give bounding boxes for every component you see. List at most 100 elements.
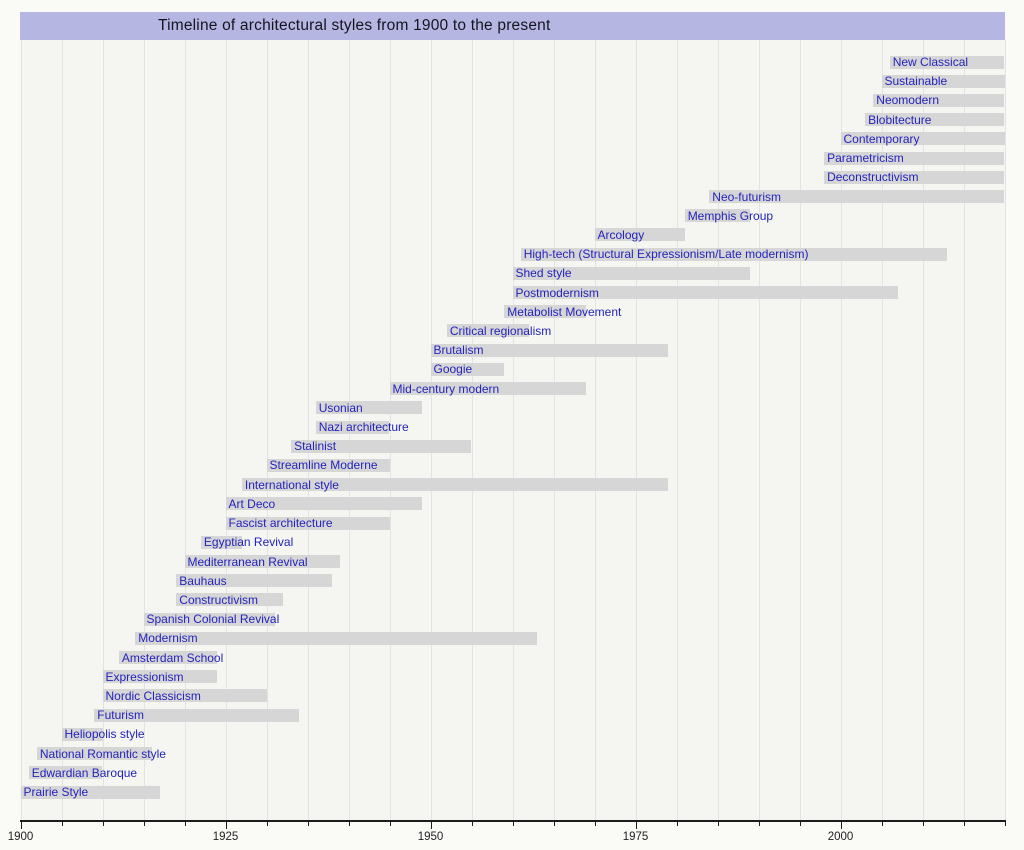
axis-tick: [922, 822, 924, 826]
timeline-bar-label[interactable]: Amsterdam School: [121, 650, 224, 665]
timeline-bar: [520, 247, 948, 261]
timeline-bar: [28, 766, 103, 780]
timeline-bar: [430, 343, 669, 357]
timeline-bar-label[interactable]: Usonian: [318, 400, 363, 415]
timeline-bar-label[interactable]: Nordic Classicism: [105, 688, 201, 703]
timeline-bar: [430, 362, 505, 376]
timeline-bar-label[interactable]: International style: [244, 477, 339, 492]
timeline-bar-label[interactable]: Expressionism: [105, 669, 184, 684]
axis-tick: [963, 822, 965, 826]
axis-tick: [1004, 822, 1006, 826]
timeline-bar-label[interactable]: Mediterranean Revival: [187, 554, 308, 569]
timeline-bar-label[interactable]: Critical regionalism: [449, 323, 552, 338]
axis-tick: [471, 822, 473, 826]
axis-tick: [184, 822, 186, 826]
axis-tick: [307, 822, 309, 826]
gridline: [225, 40, 227, 821]
timeline-bar-label[interactable]: Art Deco: [228, 496, 276, 511]
timeline-bar-label[interactable]: New Classical: [892, 55, 969, 69]
gridline: [61, 40, 63, 821]
axis-tick: [758, 822, 760, 826]
timeline-bar: [709, 190, 1005, 203]
axis-tick: [594, 822, 596, 826]
timeline-bar: [61, 727, 103, 741]
gridline: [840, 40, 842, 821]
timeline-bar: [446, 324, 529, 338]
timeline-bar: [176, 593, 283, 607]
timeline-bar-label[interactable]: Prairie Style: [23, 785, 89, 799]
timeline-bar-label[interactable]: Blobitecture: [868, 112, 932, 127]
timeline-bar-label[interactable]: Mid-century modern: [392, 381, 500, 396]
timeline-bar-label[interactable]: Memphis Group: [687, 208, 774, 223]
gridline: [676, 40, 678, 821]
gridline: [553, 40, 555, 821]
gridline: [512, 40, 514, 821]
timeline-bar: [225, 516, 390, 530]
timeline-bar-label[interactable]: Spanish Colonial Revival: [146, 612, 280, 627]
timeline-bar-label[interactable]: Futurism: [97, 708, 144, 723]
gridline: [20, 40, 22, 821]
timeline-bar: [873, 93, 1005, 107]
gridline: [430, 40, 432, 821]
timeline-bar-label[interactable]: Parametricism: [827, 151, 904, 166]
timeline-bar-label[interactable]: Shed style: [515, 266, 572, 281]
timeline-bar-label[interactable]: Postmodernism: [515, 285, 599, 300]
axis-tick: [840, 822, 842, 829]
timeline-bar: [266, 458, 390, 472]
timeline-bar-label[interactable]: Fascist architecture: [228, 516, 333, 530]
timeline-bar: [102, 689, 267, 703]
axis-tick-label: 1925: [212, 831, 239, 843]
timeline-bar-label[interactable]: National Romantic style: [39, 746, 166, 761]
timeline-bar: [291, 439, 472, 453]
axis-tick: [635, 822, 637, 829]
gridline: [266, 40, 268, 821]
timeline-bar-label[interactable]: Sustainable: [884, 74, 948, 89]
timeline-bar-label[interactable]: Modernism: [138, 631, 198, 646]
gridline: [184, 40, 186, 821]
gridline: [963, 40, 965, 821]
timeline-bar: [824, 170, 1005, 184]
gridline: [635, 40, 637, 821]
timeline-bar-label[interactable]: Neomodern: [876, 93, 939, 108]
timeline-bar-label[interactable]: Nazi architecture: [318, 420, 409, 434]
axis-tick: [799, 822, 801, 826]
timeline-bar-label[interactable]: Edwardian Baroque: [31, 765, 138, 780]
timeline-bar-label[interactable]: Arcology: [597, 227, 645, 242]
timeline-bar-label[interactable]: Egyptian Revival: [203, 535, 294, 550]
timeline-bar-label[interactable]: Contemporary: [843, 131, 920, 146]
axis-tick: [20, 822, 22, 829]
timeline-bar: [241, 478, 669, 492]
timeline-bar-label[interactable]: Streamline Moderne: [269, 458, 378, 473]
chart-title-bar: Timeline of architectural styles from 19…: [20, 12, 1005, 40]
timeline-bar-label[interactable]: High-tech (Structural Expressionism/Late…: [523, 247, 809, 262]
timeline-bar-label[interactable]: Metabolist Movement: [507, 304, 622, 319]
timeline-bar-label[interactable]: Bauhaus: [179, 573, 227, 588]
axis-tick-label: 1950: [417, 831, 444, 843]
timeline-bar-label[interactable]: Neo-futurism: [712, 189, 781, 204]
axis-tick: [717, 822, 719, 826]
timeline-bar: [504, 305, 587, 319]
timeline-bar-label[interactable]: Deconstructivism: [827, 170, 919, 185]
chart-title: Timeline of architectural styles from 19…: [158, 17, 551, 34]
timeline-bar-label[interactable]: Heliopolis style: [64, 727, 145, 742]
axis-tick: [512, 822, 514, 826]
gridline: [1004, 40, 1006, 821]
timeline-bar: [840, 132, 1005, 146]
timeline-bar-label[interactable]: Stalinist: [294, 439, 337, 454]
axis-tick: [102, 822, 104, 826]
timeline-bar-label[interactable]: Brutalism: [433, 343, 484, 358]
axis-tick: [430, 822, 432, 829]
gridline: [307, 40, 309, 821]
axis-tick: [348, 822, 350, 826]
timeline-bar: [20, 785, 160, 799]
gridline: [881, 40, 883, 821]
axis-tick: [676, 822, 678, 826]
timeline-bar-label[interactable]: Googie: [433, 362, 473, 377]
axis-tick: [61, 822, 63, 826]
timeline-bar: [176, 574, 333, 588]
gridline: [471, 40, 473, 821]
gridline: [758, 40, 760, 821]
timeline-bar-label[interactable]: Constructivism: [179, 592, 258, 607]
axis-tick: [389, 822, 391, 826]
